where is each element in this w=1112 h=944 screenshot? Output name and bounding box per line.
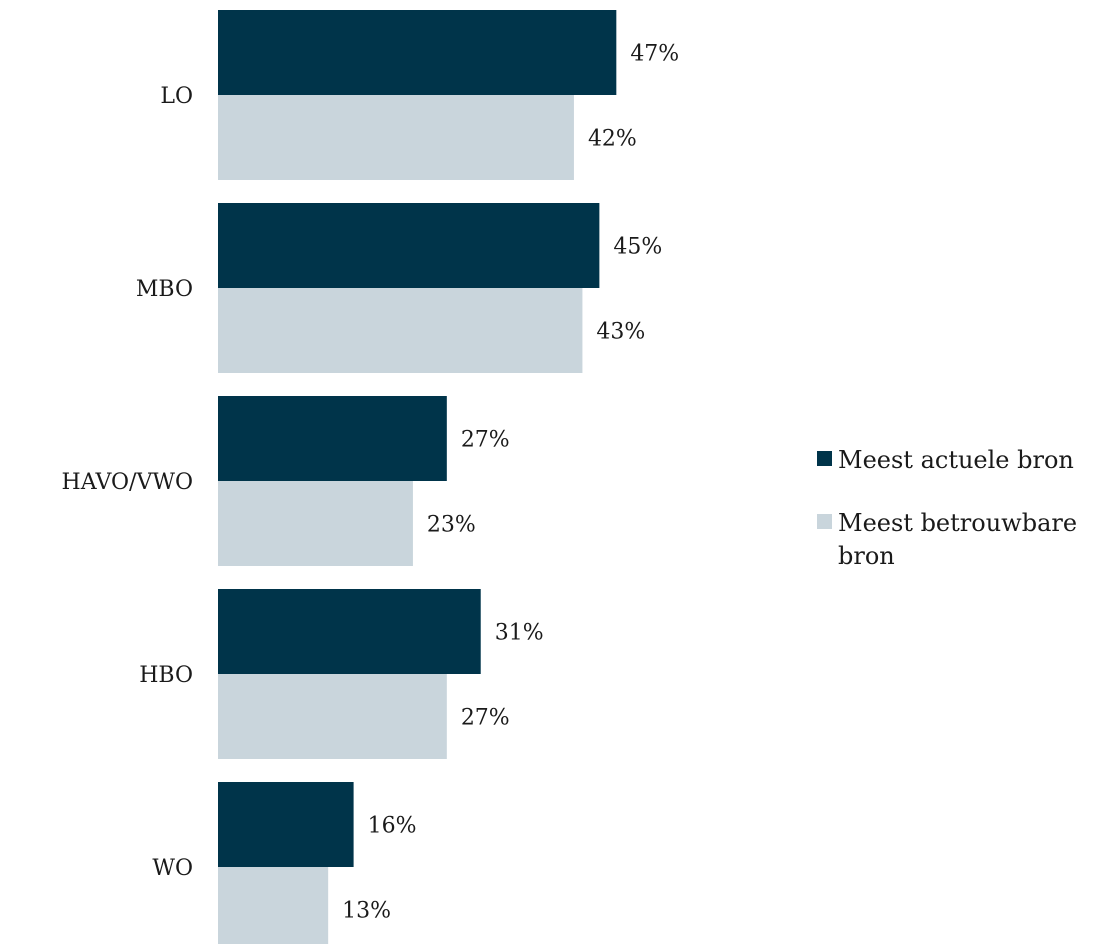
value-label-havo-vwo-actueel: 27% (461, 428, 510, 453)
value-label-lo-betrouwbaar: 42% (588, 127, 637, 152)
value-label-mbo-actueel: 45% (613, 235, 662, 260)
legend: Meest actuele bron Meest betrouwbare bron (817, 446, 1077, 570)
bar-lo-betrouwbaar (218, 95, 574, 180)
legend-label-meest-actuele-bron: Meest actuele bron (838, 446, 1074, 474)
value-label-wo-actueel: 16% (368, 814, 417, 839)
category-label-lo: LO (160, 84, 193, 109)
value-label-wo-betrouwbaar: 13% (342, 899, 391, 924)
bar-havo-vwo-actueel (218, 396, 447, 481)
category-label-mbo: MBO (136, 277, 193, 302)
bar-hbo-actueel (218, 589, 481, 674)
category-label-havo-vwo: HAVO/VWO (62, 470, 193, 495)
category-label-hbo: HBO (139, 663, 193, 688)
value-label-havo-vwo-betrouwbaar: 23% (427, 513, 476, 538)
category-label-wo: WO (152, 856, 193, 881)
value-label-lo-actueel: 47% (630, 42, 679, 67)
bar-havo-vwo-betrouwbaar (218, 481, 413, 566)
category-labels-layer: LO MBO HAVO/VWO HBO WO (62, 84, 193, 881)
bar-wo-betrouwbaar (218, 867, 329, 944)
bar-lo-actueel (218, 10, 617, 95)
bar-hbo-betrouwbaar (218, 674, 447, 759)
bars-layer (218, 10, 617, 944)
value-label-hbo-betrouwbaar: 27% (461, 706, 510, 731)
value-labels-layer: 47% 42% 45% 43% 27% 23% 31% 27% 16% 13% (342, 42, 679, 924)
legend-swatch-meest-actuele-bron (817, 451, 832, 466)
legend-swatch-meest-betrouwbare-bron (817, 514, 832, 529)
bar-wo-actueel (218, 782, 354, 867)
bar-mbo-actueel (218, 203, 600, 288)
legend-label-meest-betrouwbare-bron: Meest betrouwbare bron (838, 509, 1077, 570)
bar-mbo-betrouwbaar (218, 288, 583, 373)
value-label-mbo-betrouwbaar: 43% (596, 320, 645, 345)
value-label-hbo-actueel: 31% (495, 621, 544, 646)
